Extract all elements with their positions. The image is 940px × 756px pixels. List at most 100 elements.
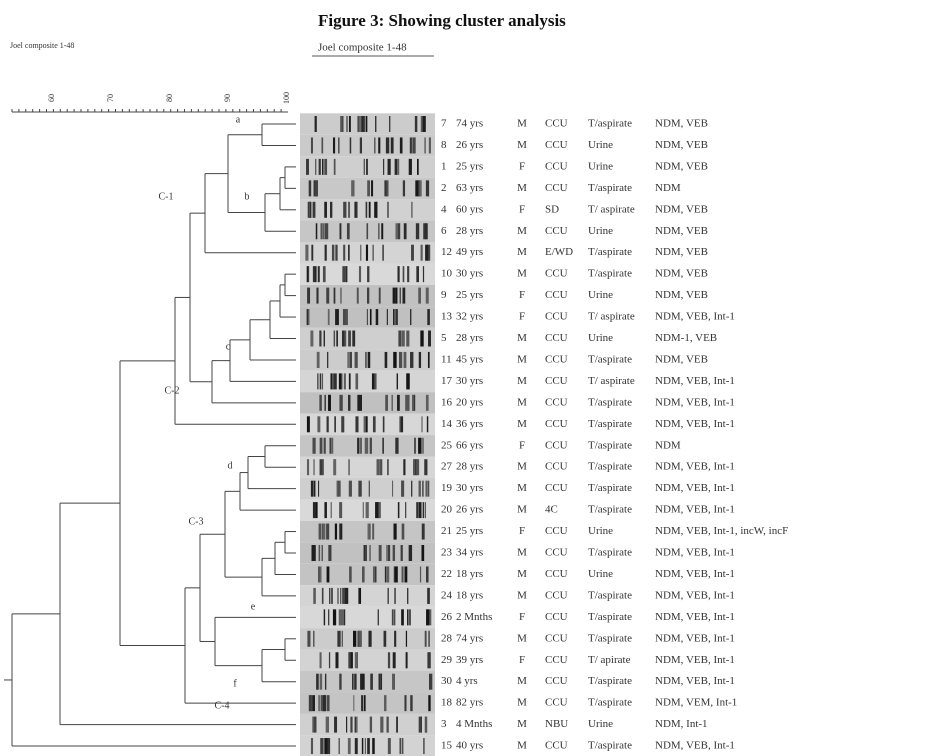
gel-band — [317, 352, 320, 368]
gel-band — [324, 609, 325, 625]
scale-label: 60 — [47, 94, 56, 102]
row-ward: CCU — [545, 654, 568, 666]
row-ward: CCU — [545, 740, 568, 752]
gel-band — [407, 266, 409, 282]
gel-band — [354, 331, 356, 347]
gel-band — [408, 395, 409, 411]
gel-band — [348, 395, 350, 411]
row-genes: NDM, VEB, Int-1, incW, incF — [655, 525, 788, 537]
gel-band — [367, 266, 369, 282]
gel-band — [348, 331, 351, 347]
gel-band — [387, 566, 389, 582]
gel-band — [364, 116, 366, 132]
row-genes: NDM, VEB — [655, 289, 708, 301]
row-sex: F — [519, 289, 525, 301]
gel-band — [354, 674, 356, 690]
gel-band — [428, 331, 431, 347]
row-ward: CCU — [545, 525, 568, 537]
gel-band — [402, 609, 403, 625]
gel-band — [373, 245, 374, 261]
row-sex: F — [519, 611, 525, 623]
row-genes: NDM, VEB, Int-1 — [655, 740, 735, 752]
gel-band — [374, 373, 376, 389]
gel-band — [334, 416, 336, 432]
cluster-label: C-2 — [165, 385, 180, 396]
gel-band — [361, 674, 364, 690]
row-sample: T/ apirate — [588, 654, 631, 666]
gel-band — [401, 331, 404, 347]
gel-band — [335, 524, 337, 540]
gel-band — [415, 116, 417, 132]
gel-band — [344, 373, 346, 389]
row-sample: T/aspirate — [588, 418, 632, 430]
gel-band — [324, 159, 327, 175]
row-id: 20 — [441, 504, 453, 516]
gel-band — [320, 674, 322, 690]
gel-band — [429, 137, 431, 153]
gel-band — [419, 502, 422, 518]
gel-band — [339, 373, 341, 389]
gel-band — [427, 652, 430, 668]
gel-band — [334, 288, 336, 304]
scale-label: 100 — [282, 92, 291, 104]
gel-band — [382, 245, 383, 261]
row-sample: T/aspirate — [588, 675, 632, 687]
row-sex: M — [517, 547, 527, 559]
gel-band — [355, 352, 358, 368]
gel-band — [313, 266, 316, 282]
gel-band — [360, 137, 362, 153]
gel-band — [417, 159, 419, 175]
row-sample: Urine — [588, 568, 613, 580]
row-genes: NDM, VEB, Int-1 — [655, 654, 735, 666]
row-genes: NDM, VEM, Int-1 — [655, 697, 737, 709]
gel-band — [387, 180, 389, 196]
row-genes: NDM-1, VEB — [655, 332, 717, 344]
row-age: 28 yrs — [456, 332, 483, 344]
gel-band — [367, 180, 370, 196]
gel-band — [305, 245, 308, 261]
gel-band — [420, 331, 423, 347]
gel-band — [386, 717, 388, 733]
gel-band — [368, 352, 371, 368]
row-age: 26 yrs — [456, 504, 483, 516]
gel-band — [312, 545, 315, 561]
row-sample: T/aspirate — [588, 504, 632, 516]
row-genes: NDM, VEB — [655, 225, 708, 237]
gel-band — [317, 416, 320, 432]
row-ward: E/WD — [545, 246, 573, 258]
gel-band — [359, 588, 361, 604]
cluster-label: c — [226, 341, 231, 352]
row-age: 28 yrs — [456, 461, 483, 473]
cluster-label: C-4 — [215, 700, 230, 711]
row-genes: NDM, Int-1 — [655, 718, 708, 730]
row-age: 45 yrs — [456, 353, 483, 365]
row-sample: T/aspirate — [588, 353, 632, 365]
gel-band — [374, 137, 375, 153]
gel-band — [325, 738, 328, 754]
gel-band — [424, 459, 427, 475]
gel-band — [406, 652, 407, 668]
gel-band — [323, 223, 325, 239]
gel-band — [411, 481, 412, 497]
row-genes: NDM, VEB, Int-1 — [655, 504, 735, 516]
gel-band — [425, 502, 426, 518]
gel-band — [322, 545, 323, 561]
row-genes: NDM, VEB, Int-1 — [655, 311, 735, 323]
gel-band — [365, 438, 368, 454]
gel-band — [398, 502, 400, 518]
row-id: 26 — [441, 611, 453, 623]
gel-band — [336, 331, 338, 347]
row-genes: NDM, VEB, Int-1 — [655, 375, 735, 387]
gel-band — [371, 180, 373, 196]
row-sample: T/aspirate — [588, 589, 632, 601]
gel-band — [393, 352, 396, 368]
gel-band — [426, 395, 429, 411]
gel-band — [314, 717, 317, 733]
gel-band — [341, 524, 342, 540]
gel-band — [365, 738, 366, 754]
row-sex: M — [517, 418, 527, 430]
row-id: 9 — [441, 289, 447, 301]
gel-band — [416, 502, 418, 518]
gel-band — [426, 566, 429, 582]
gel-band — [399, 352, 402, 368]
